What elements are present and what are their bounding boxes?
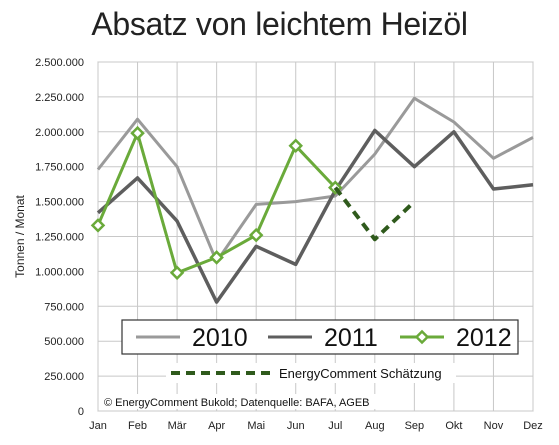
x-tick-label: Aug — [365, 420, 385, 432]
x-tick-label: Mär — [168, 420, 187, 432]
x-tick-label: Jun — [287, 420, 305, 432]
legend-entry-2010: 2010 — [136, 324, 248, 352]
x-tick-label: Dez — [523, 420, 543, 432]
y-axis-label: Tonnen / Monat — [13, 194, 27, 277]
x-tick-label: Jul — [328, 420, 342, 432]
annotation-bg — [100, 394, 390, 409]
series-line — [96, 96, 534, 264]
series-line — [96, 128, 534, 304]
y-tick-label: 2.000.000 — [35, 127, 84, 139]
series-2012 — [90, 125, 343, 281]
x-tick-label: Sep — [405, 420, 425, 432]
legend-entry-estimate: EnergyComment Schätzung — [166, 363, 456, 383]
legend-entry-2012: 2012 — [400, 324, 512, 352]
series-energycomment-sch-tzung — [333, 186, 416, 242]
legend-label: 2011 — [324, 324, 378, 352]
x-tick-label: Mai — [247, 420, 265, 432]
y-tick-label: 0 — [78, 406, 84, 418]
chart-title: Absatz von leichtem Heizöl — [91, 6, 468, 42]
legend-label: 2012 — [456, 324, 512, 352]
y-tick-label: 250.000 — [44, 371, 84, 383]
data-point — [169, 265, 185, 281]
legend-estimate-bg — [166, 363, 456, 383]
legend-entry-2011: 2011 — [268, 324, 378, 352]
source-annotation: © EnergyComment Bukold; Datenquelle: BAF… — [104, 397, 370, 409]
y-tick-label: 2.500.000 — [35, 57, 84, 69]
data-point — [248, 227, 264, 243]
y-tick-label: 1.500.000 — [35, 197, 84, 209]
x-tick-label: Okt — [445, 420, 462, 432]
x-tick-label: Jan — [89, 420, 107, 432]
data-point — [288, 138, 303, 154]
series-2011 — [96, 128, 534, 304]
data-point — [90, 218, 106, 233]
series-line — [333, 186, 416, 242]
x-tick-label: Feb — [128, 420, 147, 432]
series-2010 — [96, 96, 534, 264]
x-tick-label: Apr — [208, 420, 225, 432]
legend-label: 2010 — [192, 324, 248, 352]
y-tick-label: 500.000 — [44, 336, 84, 348]
data-point — [130, 125, 145, 141]
legend-marker — [414, 329, 430, 345]
y-tick-label: 1.250.000 — [35, 232, 84, 244]
y-tick-label: 2.250.000 — [35, 92, 84, 104]
legend-label: EnergyComment Schätzung — [279, 366, 442, 381]
legend-box — [121, 319, 519, 355]
x-tick-label: Nov — [484, 420, 504, 432]
data-point — [209, 250, 224, 265]
y-tick-label: 1.750.000 — [35, 162, 84, 174]
y-tick-label: 750.000 — [44, 301, 84, 313]
y-tick-label: 1.000.000 — [35, 266, 84, 278]
